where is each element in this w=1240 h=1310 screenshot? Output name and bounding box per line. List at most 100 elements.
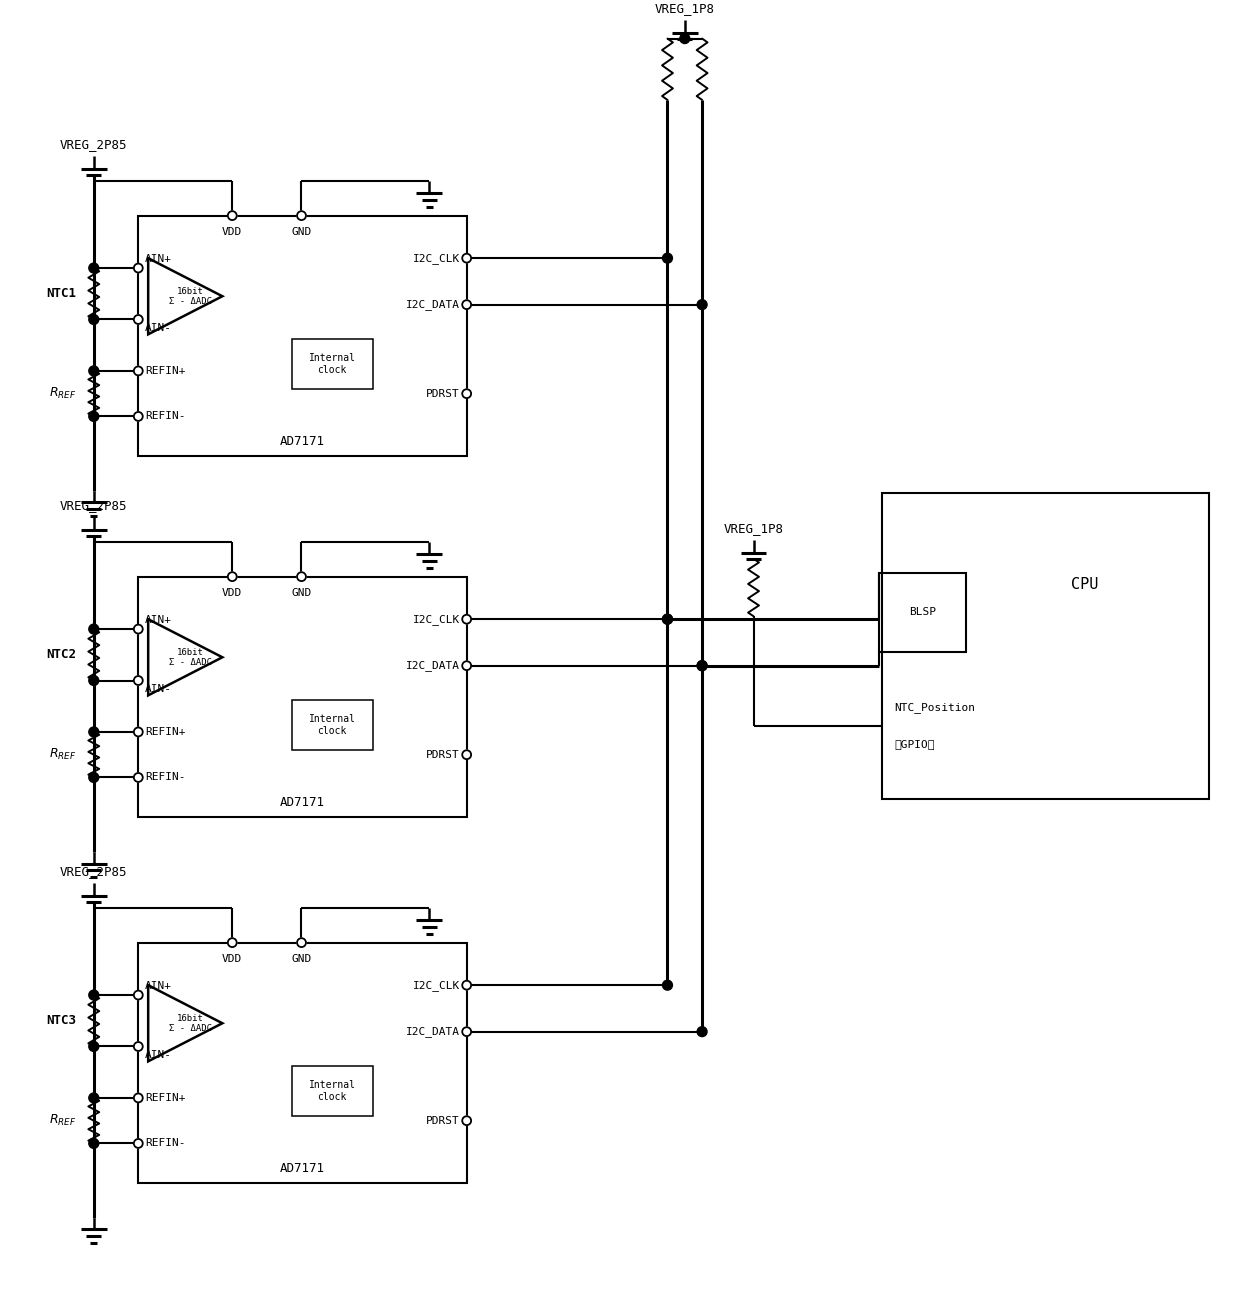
- Text: AD7171: AD7171: [280, 435, 325, 448]
- Circle shape: [134, 727, 143, 736]
- Circle shape: [662, 614, 672, 624]
- Text: AD7171: AD7171: [280, 1162, 325, 1175]
- Circle shape: [134, 367, 143, 376]
- Bar: [139, 216, 466, 456]
- Circle shape: [697, 660, 707, 671]
- Text: REFIN+: REFIN+: [145, 1093, 186, 1103]
- Circle shape: [89, 990, 99, 1000]
- Text: AIN+: AIN+: [145, 981, 172, 992]
- Bar: [291, 1066, 373, 1116]
- Text: 16bit
Σ - ΔADC: 16bit Σ - ΔADC: [169, 287, 212, 307]
- Circle shape: [134, 773, 143, 782]
- Circle shape: [134, 1041, 143, 1051]
- Circle shape: [89, 263, 99, 272]
- Circle shape: [134, 263, 143, 272]
- Bar: [139, 576, 466, 817]
- Circle shape: [463, 614, 471, 624]
- Circle shape: [134, 1094, 143, 1103]
- Text: I2C_DATA: I2C_DATA: [405, 1026, 460, 1038]
- Text: I2C_CLK: I2C_CLK: [413, 613, 460, 625]
- Text: 16bit
Σ - ΔADC: 16bit Σ - ΔADC: [169, 647, 212, 667]
- Text: GND: GND: [291, 587, 311, 597]
- Text: REFIN-: REFIN-: [145, 411, 186, 422]
- Circle shape: [228, 938, 237, 947]
- Bar: [882, 493, 1209, 799]
- Text: VDD: VDD: [222, 587, 242, 597]
- Bar: [879, 572, 966, 652]
- Text: $R_{REF}$: $R_{REF}$: [48, 1114, 76, 1128]
- Circle shape: [298, 211, 306, 220]
- Circle shape: [463, 254, 471, 262]
- Text: NTC3: NTC3: [46, 1014, 76, 1027]
- Text: REFIN-: REFIN-: [145, 773, 186, 782]
- Circle shape: [697, 1027, 707, 1036]
- Text: 16bit
Σ - ΔADC: 16bit Σ - ΔADC: [169, 1014, 212, 1034]
- Circle shape: [89, 1093, 99, 1103]
- Circle shape: [463, 300, 471, 309]
- Circle shape: [697, 300, 707, 309]
- Circle shape: [134, 625, 143, 634]
- Text: I2C_CLK: I2C_CLK: [413, 253, 460, 263]
- Circle shape: [662, 253, 672, 263]
- Bar: [139, 943, 466, 1183]
- Text: REFIN+: REFIN+: [145, 365, 186, 376]
- Text: NTC2: NTC2: [46, 648, 76, 662]
- Text: I2C_DATA: I2C_DATA: [405, 660, 460, 671]
- Circle shape: [134, 411, 143, 421]
- Text: VDD: VDD: [222, 227, 242, 237]
- Bar: [291, 339, 373, 389]
- Circle shape: [680, 34, 689, 43]
- Text: GND: GND: [291, 227, 311, 237]
- Circle shape: [89, 365, 99, 376]
- Circle shape: [134, 1138, 143, 1148]
- Text: $R_{REF}$: $R_{REF}$: [48, 386, 76, 401]
- Text: REFIN-: REFIN-: [145, 1138, 186, 1149]
- Circle shape: [463, 751, 471, 760]
- Text: I2C_DATA: I2C_DATA: [405, 299, 460, 310]
- Text: $R_{REF}$: $R_{REF}$: [48, 747, 76, 762]
- Text: VREG_2P85: VREG_2P85: [60, 499, 128, 512]
- Text: VREG_2P85: VREG_2P85: [60, 139, 128, 152]
- Circle shape: [89, 676, 99, 685]
- Bar: [291, 701, 373, 749]
- Text: PDRST: PDRST: [427, 1116, 460, 1125]
- Circle shape: [697, 660, 707, 671]
- Circle shape: [89, 773, 99, 782]
- Text: VREG_2P85: VREG_2P85: [60, 866, 128, 878]
- Text: VDD: VDD: [222, 954, 242, 964]
- Circle shape: [298, 572, 306, 582]
- Circle shape: [662, 614, 672, 624]
- Text: Internal
clock: Internal clock: [309, 714, 356, 736]
- Text: AIN-: AIN-: [145, 684, 172, 694]
- Text: AD7171: AD7171: [280, 796, 325, 810]
- Text: CPU: CPU: [1071, 578, 1099, 592]
- Circle shape: [134, 314, 143, 324]
- Circle shape: [89, 1041, 99, 1052]
- Text: NTC1: NTC1: [46, 287, 76, 300]
- Text: I2C_CLK: I2C_CLK: [413, 980, 460, 990]
- Circle shape: [463, 1027, 471, 1036]
- Circle shape: [89, 727, 99, 738]
- Circle shape: [228, 211, 237, 220]
- Text: AIN-: AIN-: [145, 324, 172, 334]
- Circle shape: [228, 572, 237, 582]
- Text: REFIN+: REFIN+: [145, 727, 186, 738]
- Text: （GPIO）: （GPIO）: [894, 739, 935, 749]
- Circle shape: [298, 938, 306, 947]
- Circle shape: [89, 624, 99, 634]
- Text: NTC_Position: NTC_Position: [894, 702, 975, 713]
- Text: VREG_1P8: VREG_1P8: [723, 523, 784, 534]
- Text: AIN+: AIN+: [145, 254, 172, 265]
- Text: GND: GND: [291, 954, 311, 964]
- Circle shape: [89, 1138, 99, 1149]
- Text: PDRST: PDRST: [427, 389, 460, 398]
- Text: AIN+: AIN+: [145, 616, 172, 625]
- Text: AIN-: AIN-: [145, 1051, 172, 1061]
- Circle shape: [463, 981, 471, 989]
- Text: VREG_1P8: VREG_1P8: [655, 1, 714, 14]
- Text: Internal
clock: Internal clock: [309, 354, 356, 375]
- Text: PDRST: PDRST: [427, 749, 460, 760]
- Circle shape: [662, 980, 672, 990]
- Circle shape: [463, 389, 471, 398]
- Circle shape: [463, 1116, 471, 1125]
